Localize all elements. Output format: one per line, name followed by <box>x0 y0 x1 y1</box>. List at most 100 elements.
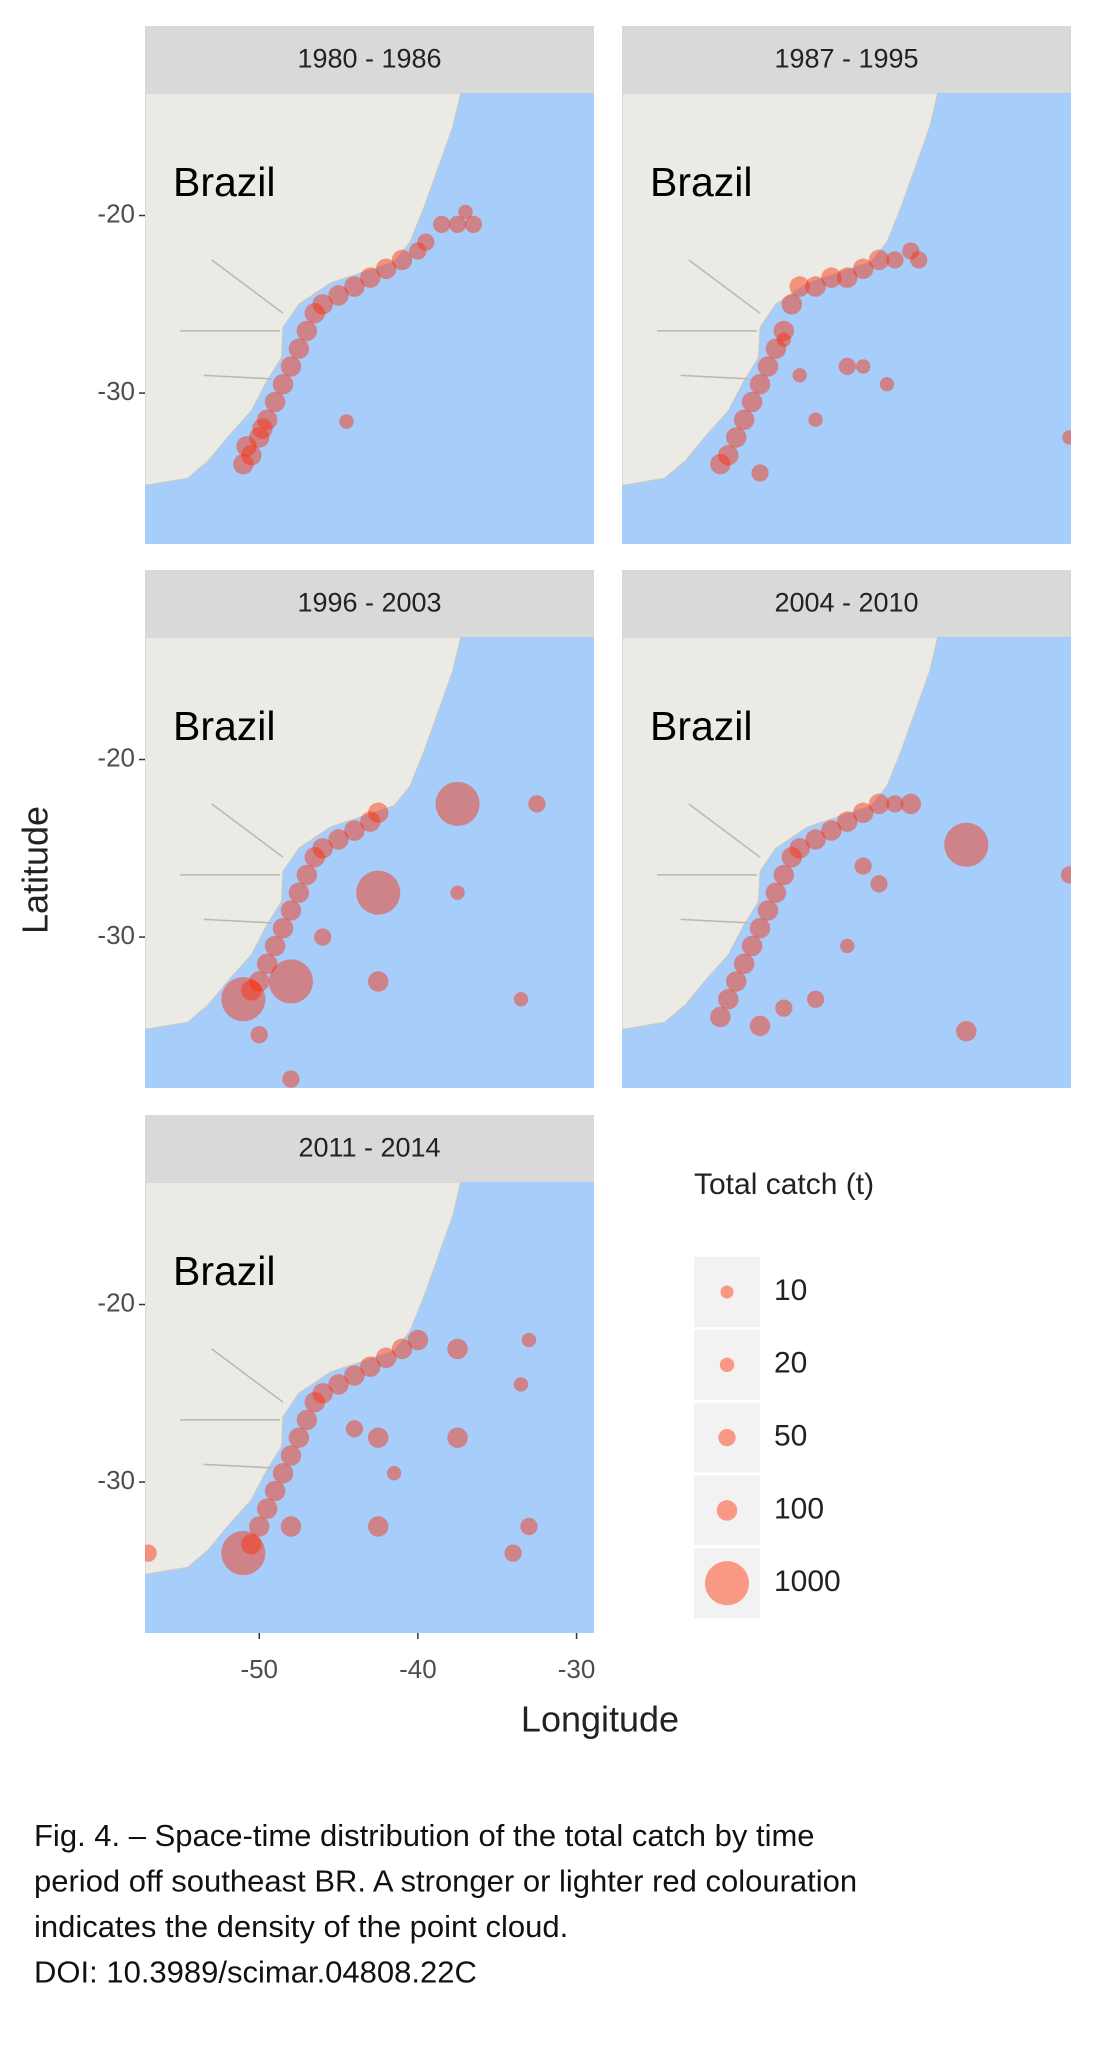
catch-point <box>852 802 874 824</box>
catch-point <box>944 822 989 867</box>
catch-point <box>1062 430 1071 445</box>
catch-point <box>718 444 739 466</box>
land <box>145 93 462 486</box>
caption-line: indicates the density of the point cloud… <box>34 1909 568 1944</box>
catch-point <box>288 882 310 903</box>
legend-symbol <box>718 1428 736 1447</box>
catch-point <box>328 285 349 306</box>
catch-point <box>837 267 858 288</box>
catch-point <box>749 917 771 939</box>
catch-point <box>367 971 389 992</box>
catch-point <box>356 870 401 915</box>
catch-point <box>328 1374 349 1395</box>
land <box>145 637 462 1030</box>
country-label: Brazil <box>173 703 276 749</box>
catch-point <box>710 453 731 475</box>
catch-point <box>272 373 294 395</box>
state-border <box>179 259 284 380</box>
catch-point <box>280 1445 302 1466</box>
catch-point <box>296 1409 318 1431</box>
catch-point <box>345 1420 364 1438</box>
catch-point <box>751 464 769 482</box>
country-label: Brazil <box>173 1248 276 1294</box>
catch-point <box>520 1517 538 1536</box>
catch-point <box>280 900 302 921</box>
catch-point <box>448 215 467 234</box>
catch-point <box>288 338 310 359</box>
catch-point <box>870 875 888 893</box>
catch-point <box>312 838 333 859</box>
catch-point <box>749 373 771 395</box>
catch-point <box>1060 866 1071 884</box>
x-tick-label: -30 <box>558 1654 596 1684</box>
catch-point <box>821 267 842 288</box>
catch-point <box>521 1332 537 1348</box>
catch-point <box>221 1531 266 1576</box>
catch-point <box>741 391 763 413</box>
catch-point <box>280 356 302 377</box>
catch-point <box>409 242 427 260</box>
facet-title: 1980 - 1986 <box>297 44 441 74</box>
catch-point <box>726 971 747 992</box>
catch-point <box>296 864 318 886</box>
legend-symbol <box>716 1500 738 1521</box>
catch-point <box>250 1026 268 1044</box>
map-panel <box>145 637 594 1088</box>
map-panel <box>145 93 594 544</box>
legend-symbol <box>704 1561 750 1606</box>
country-label: Brazil <box>650 703 753 749</box>
catch-point <box>367 802 389 824</box>
facet-title: 1996 - 2003 <box>297 588 441 618</box>
catch-point <box>741 935 763 957</box>
catch-point <box>252 418 273 439</box>
catch-point <box>447 1427 468 1448</box>
country-label: Brazil <box>173 159 276 205</box>
facet-title: 2011 - 2014 <box>298 1133 440 1163</box>
legend-label: 10 <box>774 1274 807 1307</box>
catch-point <box>375 258 397 280</box>
catch-point <box>433 215 451 234</box>
catch-point <box>344 276 365 297</box>
catch-point <box>806 990 825 1008</box>
catch-point <box>264 391 286 413</box>
catch-point <box>773 864 795 886</box>
y-tick-label: -30 <box>97 1465 135 1495</box>
legend-key <box>694 1548 760 1619</box>
catch-point <box>840 938 855 954</box>
facet-title: 2004 - 2010 <box>774 588 918 618</box>
map-panel <box>622 637 1071 1088</box>
catch-point <box>458 204 473 220</box>
catch-point <box>236 436 257 457</box>
catch-point <box>145 1544 157 1562</box>
catch-point <box>852 258 874 280</box>
catch-point <box>312 1383 333 1404</box>
catch-point <box>296 320 318 342</box>
catch-point <box>221 977 266 1022</box>
catch-point <box>360 811 381 832</box>
state-border <box>179 1348 284 1469</box>
facet-strip <box>145 26 594 93</box>
catch-point <box>328 829 349 850</box>
catch-point <box>360 1356 381 1377</box>
catch-point <box>718 988 739 1010</box>
catch-point <box>367 1427 389 1448</box>
state-border <box>656 259 761 380</box>
catch-point <box>710 1006 731 1028</box>
catch-point <box>312 294 333 315</box>
legend-label: 20 <box>774 1347 807 1380</box>
catch-point <box>838 357 856 376</box>
catch-point <box>344 1365 365 1386</box>
catch-point <box>268 959 314 1004</box>
catch-point <box>868 249 890 271</box>
catch-point <box>854 857 872 875</box>
catch-point <box>264 1480 286 1502</box>
catch-point <box>241 1533 262 1555</box>
catch-point <box>241 444 262 466</box>
catch-point <box>280 1516 302 1537</box>
y-tick-label: -20 <box>97 742 135 772</box>
catch-point <box>757 356 779 377</box>
catch-point <box>304 1391 325 1413</box>
catch-point <box>886 795 904 813</box>
catch-point <box>249 971 270 992</box>
catch-point <box>733 953 755 974</box>
